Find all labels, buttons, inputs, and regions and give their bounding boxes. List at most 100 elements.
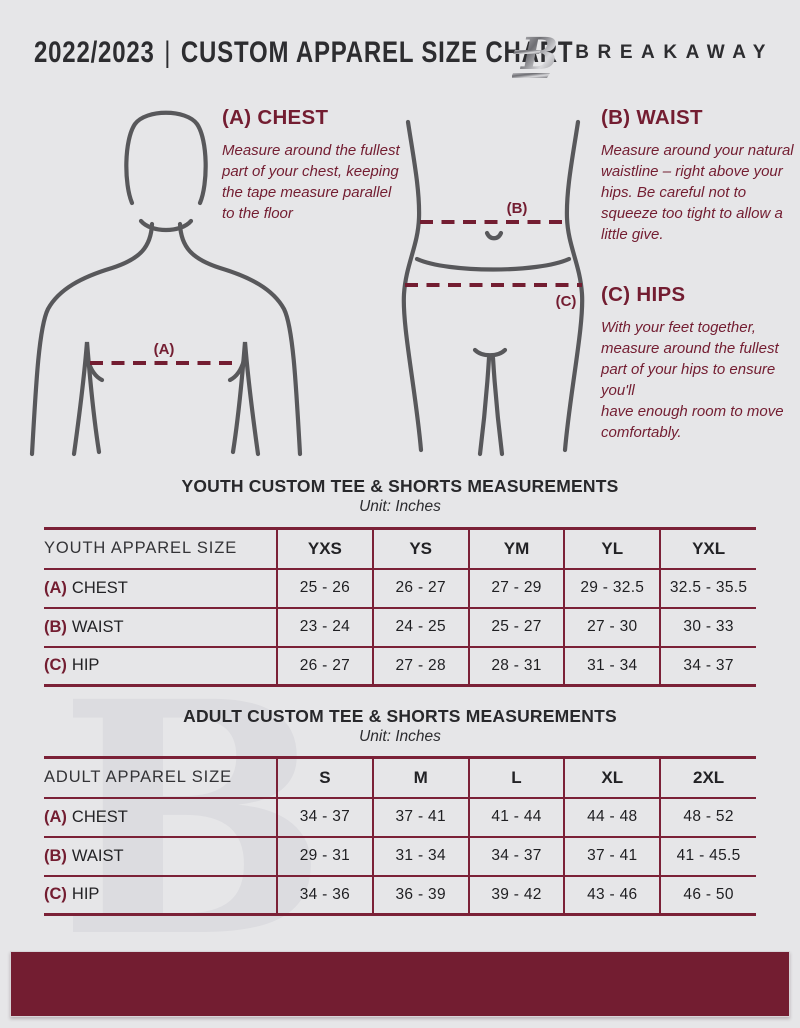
measurement-value: 26 - 27 (371, 568, 469, 608)
row-prefix: (C) (44, 656, 67, 675)
measurement-value: 36 - 39 (371, 875, 469, 915)
youth-size-table: YOUTH APPAREL SIZE YXS YS YM YL YXL (A) C… (44, 527, 756, 687)
left-shoulder-arm (29, 221, 155, 457)
size-column-header: 2XL (659, 757, 756, 798)
row-prefix: (C) (44, 885, 67, 904)
size-column-header: L (467, 757, 565, 798)
adult-header-row: ADULT APPAREL SIZE S M L XL 2XL (44, 757, 756, 798)
inner-left-leg (477, 355, 492, 457)
chest-instruction-block: (A) CHEST Measure around the fullest par… (222, 106, 402, 224)
row-prefix: (A) (44, 578, 67, 597)
logo-middle-bar (513, 50, 542, 54)
adult-chest-row: (A) CHEST 34 - 37 37 - 41 41 - 44 44 - 48… (44, 797, 756, 837)
youth-hip-row: (C) HIP 26 - 27 27 - 28 28 - 31 31 - 34 3… (44, 646, 756, 686)
page-title: 2022/2023 | CUSTOM APPAREL SIZE CHART (34, 36, 573, 70)
measurement-value: 37 - 41 (371, 797, 469, 837)
breakaway-b-logo-icon: B (512, 29, 558, 80)
youth-size-label-header: YOUTH APPAREL SIZE (44, 539, 238, 558)
measurement-value: 27 - 29 (467, 568, 565, 608)
adult-waist-row: (B) WAIST 29 - 31 31 - 34 34 - 37 37 - 41… (44, 836, 756, 876)
chin-outline (138, 218, 194, 233)
adult-size-label-header: ADULT APPAREL SIZE (44, 768, 232, 787)
chest-instruction-text: Measure around the fullest part of your … (222, 142, 400, 222)
measurement-value: 30 - 33 (659, 607, 756, 647)
adult-size-table: ADULT APPAREL SIZE S M L XL 2XL (A) CHEST… (44, 756, 756, 916)
chest-line-label: (A) (154, 341, 175, 358)
hip-line-label: (C) (556, 293, 577, 310)
measurement-value: 34 - 37 (467, 836, 565, 876)
logo-letter: B (519, 29, 558, 80)
navel-mark (484, 230, 504, 241)
row-name: CHEST (71, 807, 128, 826)
season-label: 2022/2023 (34, 36, 155, 69)
measurement-value: 48 - 52 (659, 797, 756, 837)
footer-bar (10, 951, 790, 1017)
measurement-value: 23 - 24 (276, 607, 373, 647)
chest-heading: (A) CHEST (222, 106, 329, 129)
waist-instruction-block: (B) WAIST Measure around your natural wa… (601, 106, 800, 245)
measurement-value: 34 - 37 (659, 646, 756, 686)
measurement-value: 29 - 31 (276, 836, 373, 876)
brand-block: B BREAKAWAY (512, 26, 774, 80)
lower-body-figure: (B) (C) (401, 119, 585, 457)
measurement-value: 34 - 37 (276, 797, 373, 837)
row-name: WAIST (71, 617, 124, 636)
measurement-value: 26 - 27 (276, 646, 373, 686)
title-separator: | (164, 36, 172, 69)
measurement-value: 24 - 25 (371, 607, 469, 647)
size-column-header: M (371, 757, 469, 798)
logo-bottom-bar (512, 73, 551, 78)
youth-waist-row: (B) WAIST 23 - 24 24 - 25 25 - 27 27 - 30… (44, 607, 756, 647)
size-column-header: YXL (659, 528, 756, 569)
measurement-row-label: (B) WAIST (44, 837, 277, 876)
measurement-row-label: (C) HIP (44, 876, 277, 915)
hips-instruction-text: With your feet together, measure around … (601, 319, 784, 441)
row-name: HIP (71, 656, 100, 675)
inner-right-leg (490, 355, 505, 457)
size-column-header: YL (563, 528, 661, 569)
upper-body-figure: (A) (29, 110, 303, 457)
brand-name: BREAKAWAY (575, 42, 774, 63)
hip-crease (414, 256, 572, 272)
youth-table-unit: Unit: Inches (359, 498, 441, 515)
measurement-value: 29 - 32.5 (563, 568, 661, 608)
measurement-row-label: (C) HIP (44, 647, 277, 686)
row-name: CHEST (71, 578, 128, 597)
waist-line-label: (B) (507, 200, 528, 217)
size-column-header: YS (371, 528, 469, 569)
waist-instruction-text: Measure around your natural waistline – … (601, 142, 794, 243)
measurement-value: 25 - 27 (467, 607, 565, 647)
size-column-header: YXS (276, 528, 373, 569)
measurement-value: 37 - 41 (563, 836, 661, 876)
adult-table-title: ADULT CUSTOM TEE & SHORTS MEASUREMENTS (183, 706, 617, 726)
hips-instruction-block: (C) HIPS With your feet together, measur… (601, 283, 800, 443)
measurement-value: 41 - 44 (467, 797, 565, 837)
right-shoulder-arm (177, 221, 303, 457)
head-outline (124, 110, 208, 206)
size-column-header: S (276, 757, 373, 798)
left-torso-leg-outline (401, 119, 424, 453)
measurement-row-label: (A) CHEST (44, 569, 277, 608)
size-column-header: XL (563, 757, 661, 798)
header: 2022/2023 | CUSTOM APPAREL SIZE CHART B BR… (0, 0, 800, 96)
measurement-value: 27 - 28 (371, 646, 469, 686)
right-armpit-crease (227, 357, 247, 383)
adult-hip-row: (C) HIP 34 - 36 36 - 39 39 - 42 43 - 46 4… (44, 875, 756, 915)
left-armpit-crease (85, 357, 105, 383)
measurement-value: 41 - 45.5 (659, 836, 756, 876)
row-prefix: (B) (44, 846, 67, 865)
measurement-value: 34 - 36 (276, 875, 373, 915)
row-name: WAIST (71, 846, 124, 865)
measurement-value: 44 - 48 (563, 797, 661, 837)
youth-table-title: YOUTH CUSTOM TEE & SHORTS MEASUREMENTS (181, 476, 619, 496)
measurement-value: 32.5 - 35.5 (659, 568, 756, 608)
youth-header-row: YOUTH APPAREL SIZE YXS YS YM YL YXL (44, 528, 756, 569)
measurement-value: 43 - 46 (563, 875, 661, 915)
chart-title: CUSTOM APPAREL SIZE CHART (180, 36, 574, 69)
youth-chest-row: (A) CHEST 25 - 26 26 - 27 27 - 29 29 - 32… (44, 568, 756, 608)
size-column-header: YM (467, 528, 565, 569)
measurement-row-label: (A) CHEST (44, 798, 277, 837)
crotch-curve (472, 347, 508, 358)
right-armpit (230, 341, 261, 457)
